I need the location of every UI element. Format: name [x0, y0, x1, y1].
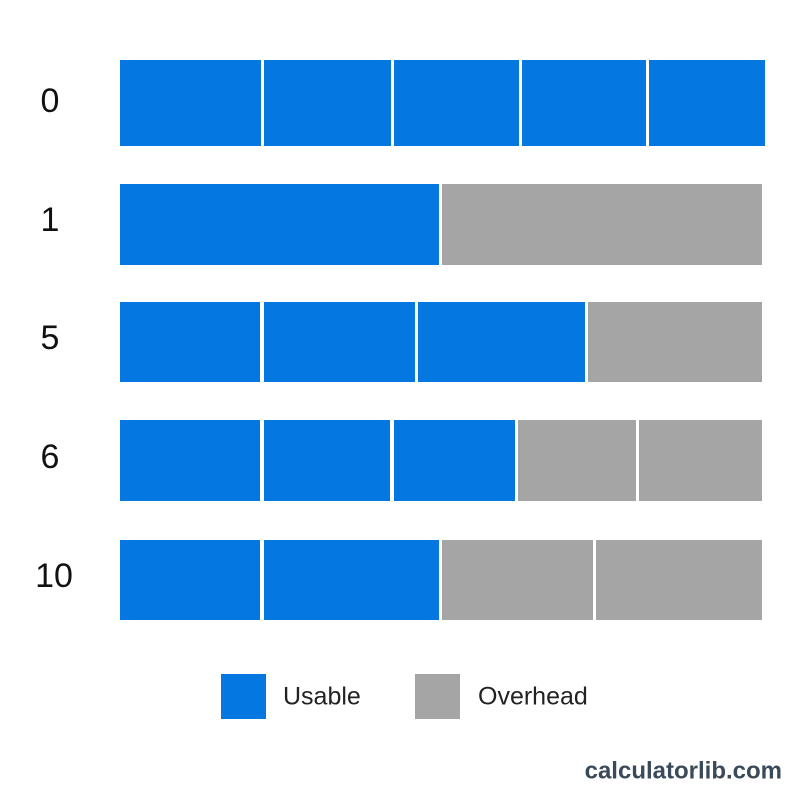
- usable-segment: [522, 60, 646, 146]
- usable-segment: [120, 540, 260, 620]
- overhead-segment: [442, 184, 762, 265]
- usable-segment: [394, 420, 515, 501]
- row-label: 6: [41, 438, 60, 476]
- legend-swatch: [221, 674, 266, 719]
- footer: calculatorlib.com: [585, 757, 782, 784]
- legend-swatch: [415, 674, 460, 719]
- usable-segment: [120, 302, 260, 382]
- row: 5: [41, 302, 762, 382]
- legend: Usable Overhead: [221, 674, 588, 719]
- usable-segment: [264, 540, 439, 620]
- row-label: 0: [41, 82, 60, 120]
- usable-segment: [264, 60, 391, 146]
- legend-label: Overhead: [478, 683, 588, 711]
- row-label: 5: [41, 319, 60, 357]
- usable-segment: [649, 60, 765, 146]
- overhead-segment: [596, 540, 762, 620]
- row-label: 10: [35, 557, 73, 595]
- overhead-segment: [588, 302, 762, 382]
- usable-segment: [264, 302, 415, 382]
- usable-segment: [418, 302, 585, 382]
- row: 6: [41, 420, 762, 501]
- overhead-segment: [639, 420, 762, 501]
- usable-segment: [120, 184, 439, 265]
- row: 10: [35, 540, 762, 620]
- overhead-segment: [442, 540, 593, 620]
- row: 0: [41, 60, 765, 146]
- usable-segment: [264, 420, 390, 501]
- legend-label: Usable: [283, 683, 361, 711]
- row: 1: [41, 184, 762, 265]
- usable-segment: [394, 60, 519, 146]
- row-label: 1: [41, 201, 60, 239]
- overhead-segment: [518, 420, 636, 501]
- usable-segment: [120, 420, 260, 501]
- usable-segment: [120, 60, 261, 146]
